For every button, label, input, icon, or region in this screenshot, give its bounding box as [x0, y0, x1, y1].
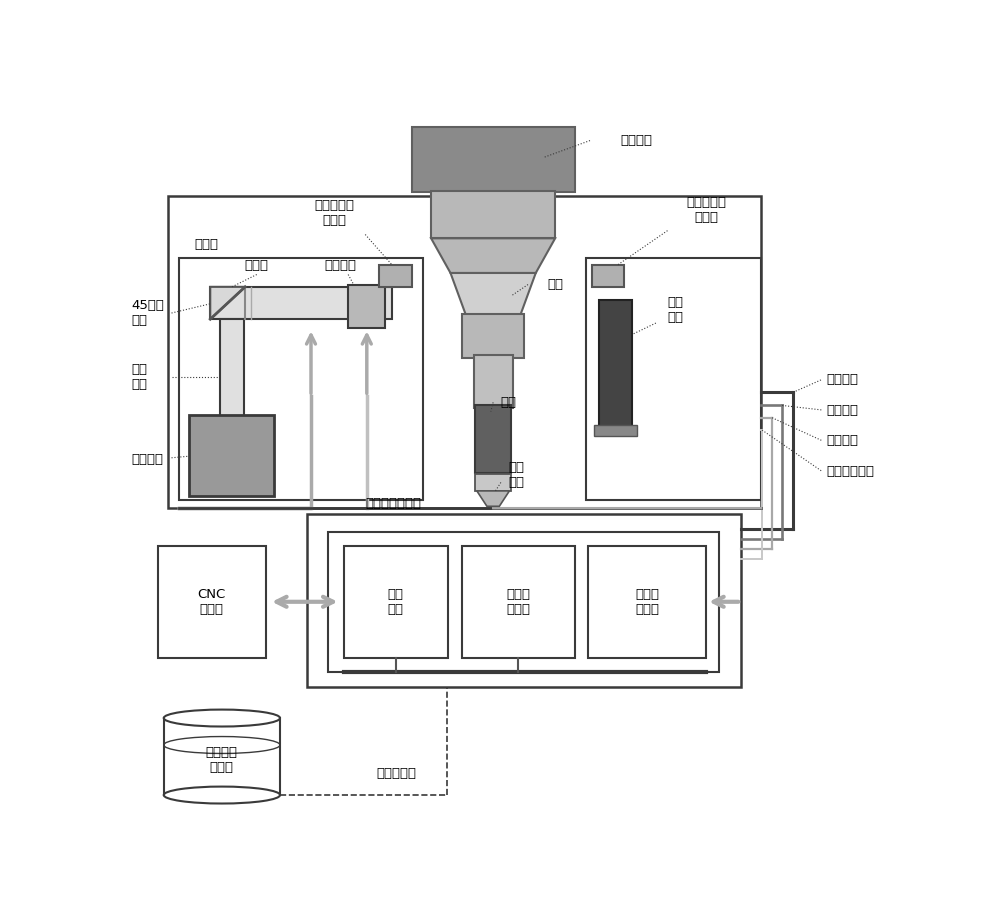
Text: 气路控
制模块: 气路控 制模块	[635, 588, 659, 616]
Ellipse shape	[164, 709, 280, 727]
Bar	[475, 474, 511, 491]
Bar	[210, 286, 392, 320]
Bar	[158, 546, 266, 658]
Bar	[594, 426, 637, 437]
Bar	[592, 265, 624, 286]
Bar	[462, 546, 574, 658]
Text: 清洁
喷嘴: 清洁 喷嘴	[508, 460, 524, 489]
Text: 相机模组: 相机模组	[131, 453, 163, 466]
Text: 信号线缆: 信号线缆	[826, 373, 858, 386]
Text: 光纤传感器
发射端: 光纤传感器 发射端	[314, 199, 354, 227]
Bar	[412, 127, 574, 192]
Bar	[307, 514, 741, 687]
Bar	[164, 718, 280, 795]
Bar	[344, 546, 448, 658]
Bar	[599, 300, 632, 427]
Text: 正压防护气管: 正压防护气管	[826, 465, 874, 478]
Polygon shape	[477, 491, 509, 507]
Text: 窗口镜: 窗口镜	[245, 259, 269, 272]
Text: 45度反
射镜: 45度反 射镜	[131, 299, 164, 327]
Polygon shape	[450, 273, 536, 315]
Polygon shape	[210, 286, 245, 320]
Text: 背光
光源: 背光 光源	[667, 296, 683, 324]
Text: 数据处理控制器: 数据处理控制器	[365, 497, 421, 510]
Bar	[474, 356, 512, 408]
Bar	[462, 314, 524, 357]
Bar	[189, 415, 274, 496]
Bar	[179, 258, 423, 500]
Text: 车间局域网: 车间局域网	[376, 767, 416, 780]
Bar	[586, 258, 761, 500]
Text: 清洁气管: 清洁气管	[826, 403, 858, 416]
Bar	[328, 531, 719, 671]
Ellipse shape	[164, 787, 280, 803]
Bar	[588, 546, 706, 658]
Polygon shape	[475, 473, 511, 488]
Bar	[168, 196, 761, 507]
Text: 光纤传感器
接收端: 光纤传感器 接收端	[686, 196, 726, 224]
Bar	[348, 286, 385, 329]
Text: 柱塞气管: 柱塞气管	[826, 435, 858, 448]
Text: 远心
镜头: 远心 镜头	[131, 363, 147, 391]
Text: 刀具: 刀具	[501, 396, 517, 409]
Text: 机床主轴: 机床主轴	[620, 134, 652, 147]
Text: 检测仪: 检测仪	[195, 238, 219, 251]
Text: 刀具数据
服务器: 刀具数据 服务器	[206, 746, 238, 775]
Text: 气动柱塞: 气动柱塞	[324, 259, 356, 272]
Bar	[210, 437, 254, 461]
Bar	[220, 320, 244, 438]
Text: CNC
控制器: CNC 控制器	[198, 588, 226, 616]
Text: 计算
模块: 计算 模块	[388, 588, 404, 616]
Text: 光源控
制模块: 光源控 制模块	[506, 588, 530, 616]
Bar	[379, 265, 412, 286]
Text: 刀柄: 刀柄	[547, 278, 563, 291]
Polygon shape	[431, 239, 555, 273]
Bar	[431, 191, 555, 239]
Bar	[475, 405, 511, 473]
